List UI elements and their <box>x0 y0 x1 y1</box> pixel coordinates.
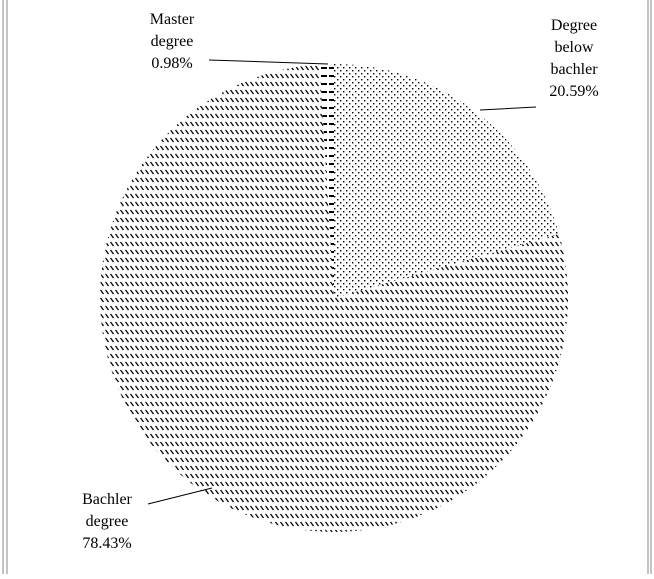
slice-percent-master-degree: 0.98% <box>151 55 192 72</box>
slice-label-line-bachler-degree: Bachler <box>82 491 132 508</box>
slice-percent-degree-below-bachler: 20.59% <box>549 83 598 100</box>
leader-line-bachler-degree <box>147 487 213 505</box>
slice-label-line-degree-below-bachler: Degree <box>551 17 597 34</box>
slice-label-line-degree-below-bachler: bachler <box>550 61 598 78</box>
leader-line-degree-below-bachler <box>479 106 537 111</box>
slice-label-line-master-degree: Master <box>150 11 195 28</box>
slice-label-degree-below-bachler: Degree below bachler 20.59% <box>549 17 598 100</box>
slice-percent-bachler-degree: 78.43% <box>82 535 131 552</box>
slice-label-master-degree: Master degree 0.98% <box>150 11 195 72</box>
leader-line-master-degree <box>208 59 329 65</box>
pie-slice-degree-below-bachler <box>334 64 560 298</box>
slice-label-bachler-degree: Bachler degree 78.43% <box>82 491 132 552</box>
pie-slice-master-degree <box>319 64 334 298</box>
pie-slice-bachler-degree <box>100 64 568 532</box>
slice-label-line-degree-below-bachler: below <box>554 39 594 56</box>
slice-label-line-master-degree: degree <box>151 33 194 50</box>
slice-label-line-bachler-degree: degree <box>86 513 129 530</box>
